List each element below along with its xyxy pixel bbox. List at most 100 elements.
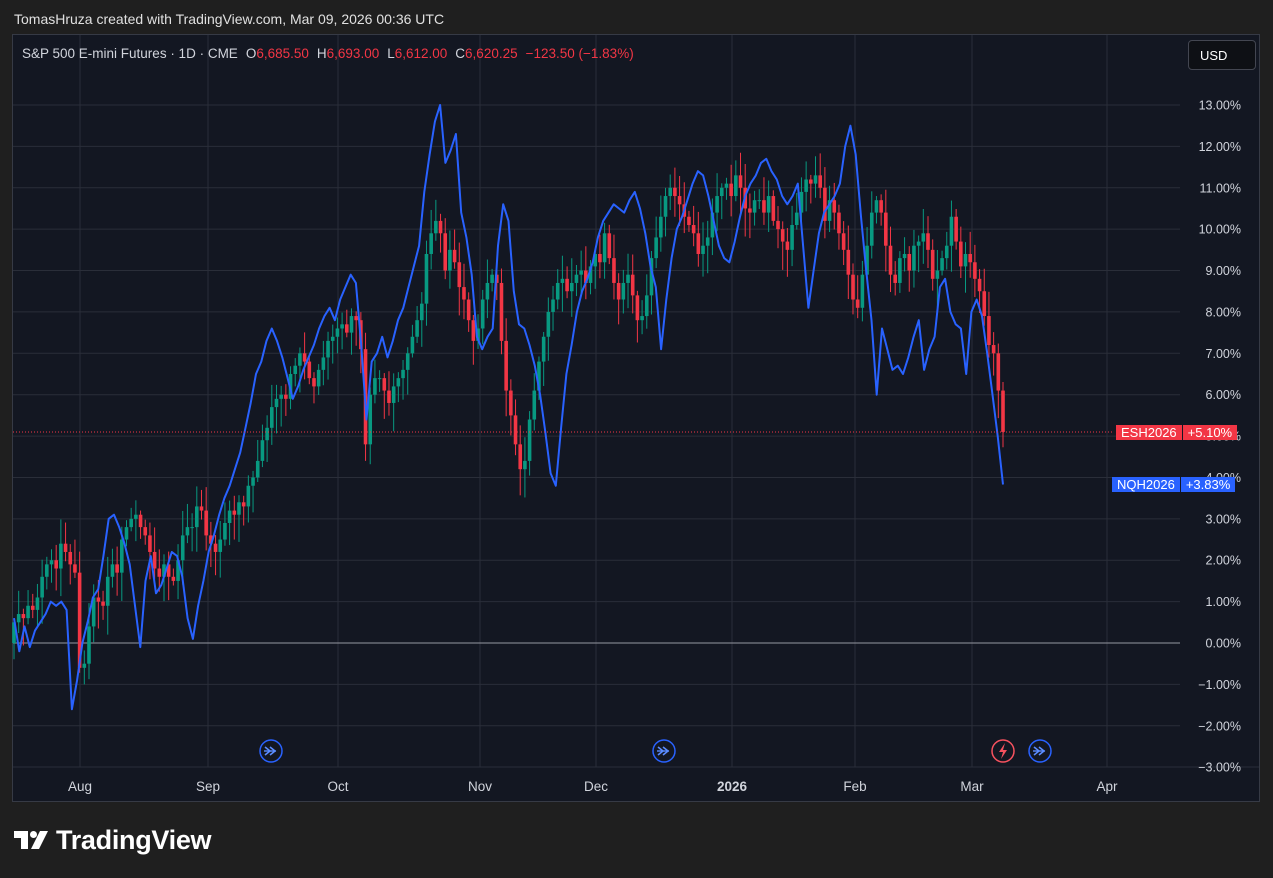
candle-body	[223, 522, 227, 540]
candle-body	[162, 564, 166, 577]
tradingview-logo[interactable]: TradingView	[14, 824, 212, 856]
candle-body	[607, 233, 612, 259]
candle-body	[907, 253, 912, 271]
x-tick-label: 2026	[717, 779, 748, 794]
candle-body	[77, 572, 82, 668]
candle-body	[195, 506, 199, 528]
candle-body	[541, 336, 546, 362]
candle-body	[565, 278, 569, 292]
candle-body	[68, 551, 73, 565]
candle-body	[879, 200, 883, 213]
y-tick-label: 11.00%	[1200, 181, 1241, 195]
candle-body	[176, 560, 180, 581]
y-tick-label: 10.00%	[1199, 223, 1241, 237]
candle-body	[274, 398, 279, 408]
candle-body	[527, 419, 532, 461]
candle-body	[996, 353, 1001, 391]
candle-body	[298, 353, 302, 366]
candle-body	[213, 543, 218, 552]
y-tick-label: 7.00%	[1206, 347, 1241, 361]
candle-body	[91, 597, 96, 627]
candle-body	[227, 510, 232, 523]
candle-body	[246, 485, 251, 507]
candle-body	[340, 324, 344, 329]
candle-body	[987, 316, 991, 346]
y-tick-label: 6.00%	[1206, 388, 1241, 402]
fast-forward-icon[interactable]	[652, 739, 676, 763]
candle-body	[968, 253, 972, 263]
fast-forward-icon[interactable]	[259, 739, 283, 763]
candle-body	[115, 564, 119, 573]
candle-body	[251, 477, 255, 486]
candle-body	[12, 622, 16, 643]
nqh2026-line	[13, 104, 1004, 711]
x-tick-label: Dec	[584, 779, 608, 794]
candle-body	[171, 576, 176, 581]
candle-body	[344, 324, 349, 333]
candle-body	[279, 394, 283, 399]
candle-body	[560, 278, 565, 283]
candle-body	[335, 328, 340, 337]
y-tick-label: 3.00%	[1206, 512, 1241, 526]
lightning-icon[interactable]	[991, 739, 1015, 763]
candle-body	[616, 282, 621, 300]
candle-body	[729, 183, 733, 197]
tradingview-logo-icon	[14, 831, 48, 849]
candle-body	[804, 179, 808, 192]
candle-body	[935, 270, 940, 279]
candle-body	[199, 506, 204, 511]
y-tick-label: −2.00%	[1198, 719, 1241, 733]
candle-body	[232, 510, 237, 515]
candle-body	[59, 543, 63, 569]
candle-body	[87, 626, 91, 664]
candle-body	[851, 274, 855, 300]
candle-body	[776, 220, 780, 230]
candle-body	[148, 535, 152, 552]
candle-body	[574, 274, 579, 283]
x-tick-label: Feb	[843, 779, 866, 794]
candle-body	[471, 320, 476, 341]
candle-body	[180, 535, 185, 561]
currency-button[interactable]: USD	[1188, 40, 1256, 70]
candle-body	[719, 187, 724, 197]
candle-body	[884, 212, 888, 246]
candle-body	[185, 527, 190, 536]
candle-body	[330, 336, 335, 341]
candle-body	[476, 328, 480, 341]
candle-body	[598, 253, 602, 263]
chart-panel[interactable]	[12, 34, 1260, 802]
candle-body	[410, 336, 415, 354]
candle-body	[21, 614, 26, 619]
esh2026-symbol-label: ESH2026	[1116, 425, 1182, 440]
y-tick-label: 13.00%	[1199, 99, 1241, 113]
candle-body	[424, 253, 429, 304]
candle-body	[874, 200, 879, 213]
y-axis: 13.00% 12.00% 11.00% 10.00% 9.00% 8.00% 7.00% 6…	[1198, 99, 1241, 775]
low-label: L	[387, 46, 395, 61]
candle-body	[110, 564, 115, 577]
candle-body	[555, 282, 560, 300]
candle-body	[644, 295, 649, 317]
candle-body	[354, 316, 358, 321]
candle-body	[265, 427, 269, 441]
candle-body	[466, 299, 471, 321]
candle-body	[551, 299, 555, 312]
candle-body	[626, 274, 630, 283]
candle-body	[869, 212, 874, 246]
x-tick-label: Mar	[960, 779, 984, 794]
candle-body	[204, 510, 208, 536]
x-tick-label: Oct	[327, 779, 348, 794]
x-tick-label: Aug	[68, 779, 92, 794]
fast-forward-icon[interactable]	[1028, 739, 1052, 763]
candle-body	[368, 394, 373, 445]
open-label: O	[245, 46, 257, 61]
candle-body	[588, 266, 593, 283]
candle-body	[415, 320, 419, 337]
candle-body	[677, 196, 682, 205]
nqh2026-symbol-label: NQH2026	[1112, 477, 1180, 492]
candle-body	[396, 378, 401, 387]
candle-body	[734, 175, 738, 197]
symbol-name[interactable]: S&P 500 E-mini Futures · 1D · CME	[22, 46, 238, 61]
candle-body	[105, 576, 110, 606]
